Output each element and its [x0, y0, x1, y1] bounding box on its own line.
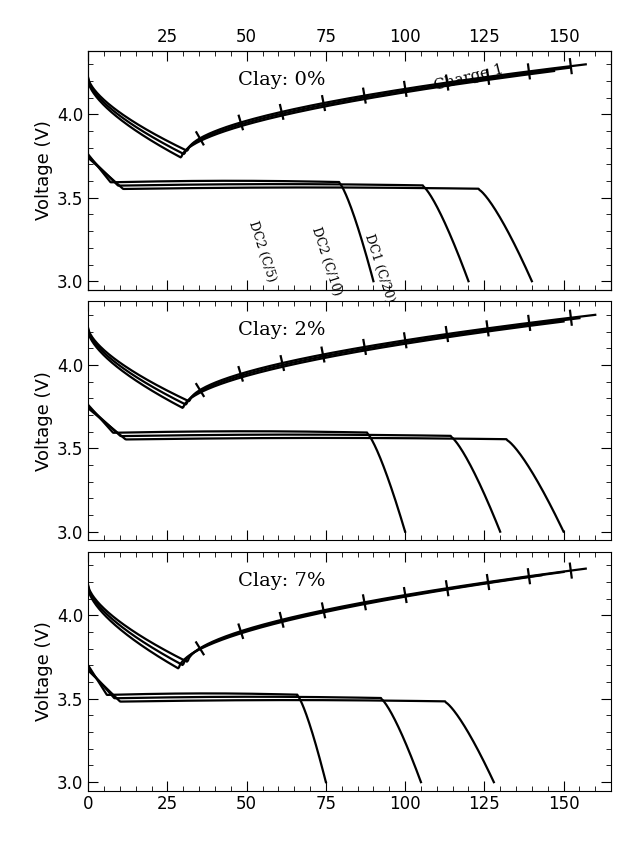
Text: DC2 (C/5): DC2 (C/5) [246, 219, 278, 283]
Text: Clay: 2%: Clay: 2% [238, 321, 326, 339]
Y-axis label: Voltage (V): Voltage (V) [35, 621, 53, 721]
Text: Clay: 0%: Clay: 0% [238, 71, 326, 88]
Text: Charge 1: Charge 1 [432, 62, 505, 94]
Y-axis label: Voltage (V): Voltage (V) [35, 121, 53, 220]
Text: DC2 (C/10): DC2 (C/10) [309, 225, 343, 298]
Text: DC1 (C/20): DC1 (C/20) [362, 232, 397, 303]
Y-axis label: Voltage (V): Voltage (V) [35, 371, 53, 471]
Text: Clay: 7%: Clay: 7% [238, 571, 326, 590]
